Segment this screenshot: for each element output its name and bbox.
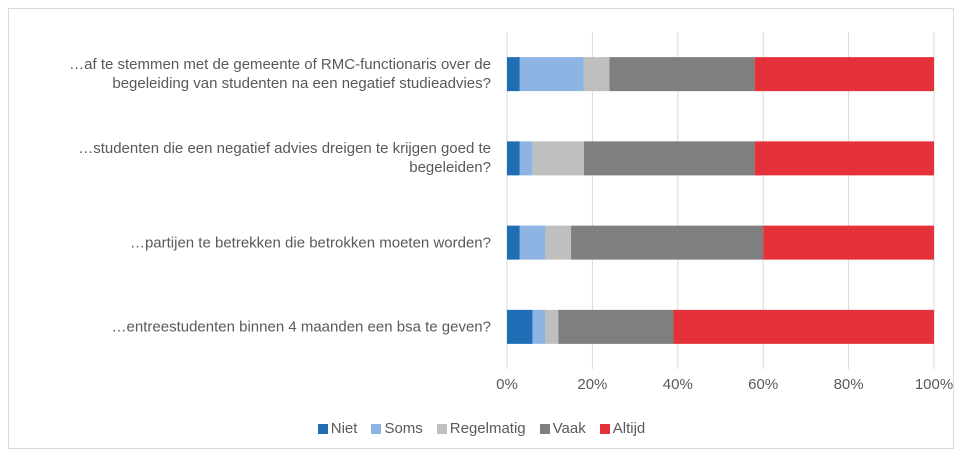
legend-swatch: [317, 423, 328, 434]
bar-segment: [583, 57, 610, 92]
bar-segment: [519, 57, 584, 92]
bar-segment: [519, 225, 546, 260]
legend-item: Altijd: [599, 420, 646, 437]
legend-item: Regelmatig: [436, 420, 526, 437]
bar-segment: [571, 225, 764, 260]
x-tick-label: 40%: [663, 376, 693, 393]
legend-swatch: [539, 423, 550, 434]
bar-segment: [532, 309, 546, 344]
legend-swatch: [599, 423, 610, 434]
bar-segment: [583, 141, 755, 176]
bar-segment: [609, 57, 755, 92]
x-tick-label: 0%: [496, 376, 518, 393]
chart-frame: [8, 8, 954, 449]
category-label: …partijen te betrekken die betrokken moe…: [129, 234, 491, 252]
x-tick-label: 80%: [834, 376, 864, 393]
legend-label: Vaak: [552, 420, 586, 437]
x-tick-label: 60%: [748, 376, 778, 393]
legend-label: Altijd: [612, 420, 646, 437]
legend-label: Niet: [330, 420, 358, 437]
legend-label: Soms: [384, 420, 423, 437]
bar-segment: [763, 225, 934, 260]
bar-segment: [754, 57, 934, 92]
bar-segment: [507, 57, 520, 92]
legend-item: Soms: [371, 420, 423, 437]
bar-segment: [545, 225, 572, 260]
bar-segment: [507, 309, 533, 344]
legend: Niet Soms Regelmatig Vaak Altijd: [0, 420, 963, 437]
legend-label: Regelmatig: [449, 420, 526, 437]
x-tick-label: 100%: [915, 376, 953, 393]
bar-segment: [558, 309, 674, 344]
bar-segment: [532, 141, 584, 176]
bar-segment: [507, 141, 520, 176]
bar-segment: [754, 141, 934, 176]
bar-segment: [545, 309, 559, 344]
legend-item: Niet: [317, 420, 358, 437]
legend-swatch: [436, 423, 447, 434]
bar-segment: [507, 225, 520, 260]
legend-item: Vaak: [539, 420, 586, 437]
bar-segment: [673, 309, 934, 344]
category-label: …entreestudenten binnen 4 maanden een bs…: [111, 318, 491, 336]
bar-segment: [519, 141, 533, 176]
legend-swatch: [371, 423, 382, 434]
category-label: …af te stemmen met de gemeente of RMC-fu…: [69, 56, 491, 93]
x-tick-label: 20%: [577, 376, 607, 393]
category-label: …studenten die een negatief advies dreig…: [78, 140, 491, 177]
